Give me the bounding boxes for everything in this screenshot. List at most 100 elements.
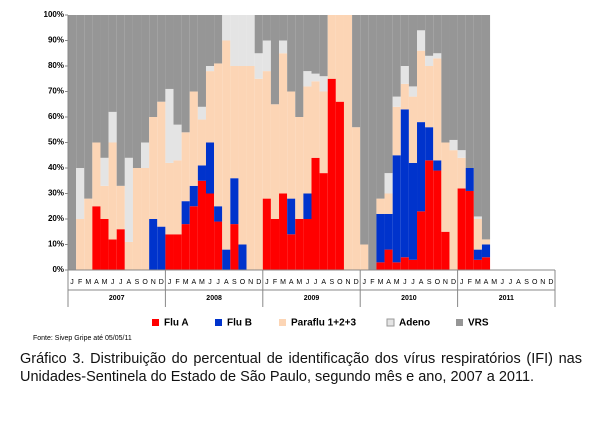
bar-segment: [141, 142, 150, 168]
bar-segment: [100, 157, 109, 186]
x-tick-label: F: [273, 279, 277, 286]
x-tick-label: F: [78, 279, 82, 286]
bar-segment: [197, 119, 206, 166]
bar-segment: [262, 40, 271, 72]
bar-segment: [181, 15, 190, 133]
bar-segment: [205, 15, 215, 66]
bar-segment: [92, 15, 101, 143]
bar-segment: [124, 241, 133, 270]
bar-segment: [84, 15, 93, 199]
bar-segment: [230, 15, 239, 66]
x-tick-label: M: [102, 279, 108, 286]
bar-segment: [230, 224, 239, 270]
bar-segment: [246, 66, 255, 270]
bar-segment: [449, 139, 458, 151]
bar-segment: [400, 66, 409, 84]
bar-segment: [481, 244, 491, 258]
bar-segment: [238, 15, 247, 66]
bar-segment: [303, 86, 312, 194]
bar-segment: [400, 257, 409, 270]
bar-segment: [457, 15, 466, 151]
x-tick-label: F: [370, 279, 374, 286]
bar-segment: [327, 15, 336, 79]
x-tick-label: J: [111, 279, 115, 286]
bar-segment: [335, 101, 344, 270]
bar-segment: [246, 15, 255, 66]
x-tick-label: N: [443, 279, 448, 286]
bar-segment: [189, 206, 198, 270]
legend-swatch: [215, 319, 222, 326]
bar-segment: [279, 193, 288, 270]
bar-segment: [433, 53, 442, 59]
bar-segment: [270, 104, 280, 219]
bar-segment: [384, 193, 393, 214]
bar-segment: [449, 15, 458, 140]
bar-segment: [100, 185, 109, 219]
bar-segment: [433, 58, 442, 161]
bar-segment: [270, 219, 280, 270]
bar-segment: [76, 219, 85, 270]
bar-segment: [157, 226, 166, 270]
bar-segment: [319, 91, 328, 174]
bar-segment: [311, 15, 320, 74]
x-tick-label: M: [475, 279, 481, 286]
bar-segment: [311, 73, 320, 82]
bar-segment: [327, 78, 336, 270]
x-tick-label: N: [151, 279, 156, 286]
bar-segment: [116, 185, 125, 230]
x-tick-label: N: [540, 279, 545, 286]
y-tick-label: 80%: [48, 61, 64, 70]
x-tick-label: S: [135, 279, 140, 286]
bar-segment: [295, 15, 304, 117]
bar-segment: [449, 150, 458, 270]
x-tick-label: M: [394, 279, 400, 286]
bar-segment: [311, 81, 320, 158]
bar-segment: [360, 15, 369, 245]
bar-segment: [92, 142, 101, 207]
bar-segment: [417, 50, 426, 123]
x-tick-label: J: [403, 279, 407, 286]
year-label: 2011: [499, 295, 514, 302]
bar-segment: [279, 15, 288, 41]
x-tick-label: O: [435, 279, 441, 286]
bar-segment: [457, 150, 466, 158]
x-tick-label: J: [509, 279, 513, 286]
bar-segment: [417, 211, 426, 270]
bar-segment: [319, 76, 328, 92]
bar-segment: [408, 259, 418, 270]
bar-segment: [408, 96, 418, 163]
bar-segment: [165, 234, 174, 270]
x-tick-label: M: [296, 279, 302, 286]
bar-segment: [352, 15, 361, 128]
bar-segment: [254, 15, 263, 54]
bar-segment: [279, 40, 288, 54]
x-tick-label: J: [314, 279, 318, 286]
bar-segment: [76, 168, 85, 219]
x-tick-label: F: [468, 279, 472, 286]
x-tick-label: D: [159, 279, 164, 286]
x-tick-label: J: [119, 279, 123, 286]
bar-segment: [197, 180, 206, 270]
x-tick-label: O: [142, 279, 148, 286]
bar-segment: [457, 188, 466, 270]
bar-segment: [343, 15, 353, 270]
bar-segment: [100, 15, 109, 158]
bar-segment: [473, 216, 482, 219]
bar-segment: [124, 157, 133, 242]
bar-segment: [481, 15, 491, 240]
bar-segment: [360, 244, 369, 270]
bar-segment: [376, 15, 385, 199]
bar-segment: [392, 15, 401, 97]
bar-segment: [425, 55, 434, 66]
legend-swatch: [152, 319, 159, 326]
bar-segment: [400, 83, 409, 110]
x-tick-label: A: [386, 279, 391, 286]
bar-segment: [157, 15, 166, 102]
bar-segment: [262, 15, 271, 41]
x-tick-label: M: [199, 279, 205, 286]
legend-swatch: [456, 319, 463, 326]
bar-segment: [181, 201, 190, 225]
y-tick-label: 0%: [52, 265, 64, 274]
bar-segment: [441, 142, 450, 232]
